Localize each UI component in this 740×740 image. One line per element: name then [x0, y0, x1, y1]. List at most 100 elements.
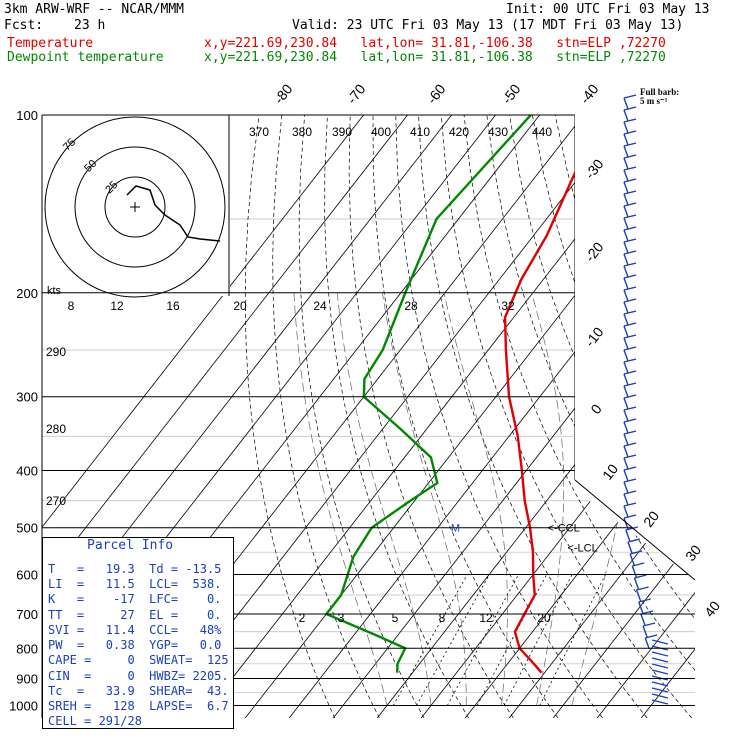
parcel-row: LI = 11.5 LCL= 538. [48, 577, 222, 591]
mixing-ratio-label: 3 [338, 611, 345, 625]
speed-axis-label: 12 [110, 299, 124, 313]
theta-label: 400 [371, 125, 391, 139]
isotherm-line [464, 115, 695, 718]
dry-adiabat-label: 270 [46, 494, 66, 508]
isotherm-label: 30 [682, 542, 704, 564]
dry-adiabat [645, 115, 695, 718]
wind-barb [623, 349, 629, 362]
hodograph-trace [126, 185, 221, 242]
dewpoint-trace [324, 115, 532, 673]
dry-adiabat [715, 115, 740, 718]
wind-barb [623, 337, 629, 350]
parcel-row: TT = 27 EL = 0. [48, 608, 222, 622]
isotherm-label: -60 [424, 81, 449, 107]
wind-barb [651, 687, 669, 693]
isobar-label: 100 [16, 108, 38, 123]
wind-barb [623, 310, 637, 315]
parcel-row: SREH = 128 LAPSE= 6.7 [48, 699, 229, 713]
wind-barb [623, 322, 637, 327]
mixing-ratio-line [539, 574, 606, 706]
isotherm-line [244, 115, 695, 718]
isotherm-line [332, 115, 695, 718]
parcel-row: CELL = 291/28 [48, 714, 142, 728]
wind-barb [623, 286, 637, 291]
mixing-ratio-line [476, 574, 548, 706]
moist-adiabat [443, 292, 508, 706]
wind-barb [623, 478, 637, 483]
parcel-marker-label: <-CCL [548, 523, 580, 535]
isotherm-label: -20 [582, 239, 607, 265]
hodograph-background [42, 115, 230, 296]
wind-barb [623, 142, 637, 147]
isobar-label: 700 [16, 607, 38, 622]
wind-barb [623, 157, 629, 170]
wind-barb-legend: Full barb: [640, 87, 679, 97]
wind-barb [651, 639, 669, 645]
dry-adiabat [418, 115, 648, 718]
speed-axis-label: 8 [68, 299, 75, 313]
dry-adiabat [554, 115, 695, 718]
mixing-ratio-label: 8 [439, 611, 446, 625]
isobar-label: 400 [16, 464, 38, 479]
isobar-label: 600 [16, 567, 38, 582]
isotherm-label: -30 [582, 156, 607, 182]
dry-adiabat [244, 115, 336, 718]
wind-barb [623, 145, 629, 158]
speed-axis-label: 28 [404, 299, 418, 313]
wind-barb [623, 181, 629, 194]
theta-label: 380 [292, 125, 312, 139]
dry-adiabat [623, 115, 695, 718]
wind-barb-legend: 5 m s⁻¹ [640, 96, 668, 106]
wind-barb [623, 133, 629, 146]
isotherm-line [508, 115, 695, 718]
wind-barb [627, 541, 633, 554]
dry-adiabat [532, 115, 695, 718]
parcel-row: T = 19.3 Td = -13.5 [48, 562, 222, 576]
wind-barb [625, 526, 638, 531]
wind-barb [651, 699, 669, 705]
wind-barb [623, 190, 637, 195]
wind-barb [623, 505, 629, 518]
wind-barb [623, 166, 637, 171]
parcel-row: CAPE = 0 SWEAT= 125 [48, 653, 229, 667]
wind-barb [623, 346, 637, 351]
wind-barb [623, 445, 629, 458]
wind-barb [629, 550, 643, 555]
mixing-ratio-line [416, 574, 490, 706]
wind-barb [631, 565, 637, 578]
wind-barb [623, 490, 637, 495]
wind-barb [623, 118, 637, 123]
wind-barb [627, 538, 641, 543]
isotherm-label: 20 [640, 508, 662, 530]
isobar-label: 800 [16, 641, 38, 656]
isobar-label: 900 [16, 671, 38, 686]
isotherm-label: 40 [701, 598, 723, 620]
wind-barb [623, 409, 629, 422]
theta-label: 390 [332, 125, 352, 139]
wind-barb [623, 517, 629, 530]
valid-time: Valid: 23 UTC Fri 03 May 13 (17 MDT Fri … [292, 18, 684, 33]
dry-adiabat [577, 115, 695, 718]
wind-barb [623, 313, 629, 326]
isotherm-label: 10 [599, 461, 621, 483]
wind-barb [623, 205, 629, 218]
wind-barb [623, 229, 629, 242]
isotherm-line [640, 115, 695, 718]
parcel-row: Tc = 33.9 SHEAR= 43. [48, 684, 229, 698]
wind-barb [623, 214, 637, 219]
dry-adiabat [440, 115, 693, 718]
wind-barb [623, 406, 637, 411]
isotherm-label: -70 [344, 81, 369, 107]
isotherm-label: -40 [577, 81, 602, 107]
wind-barb [623, 250, 637, 255]
isotherm-line [596, 115, 695, 718]
wind-barb [638, 601, 644, 614]
wind-barb [623, 418, 637, 423]
wind-barb [623, 289, 629, 302]
wind-barb [623, 457, 629, 470]
dry-adiabat-label: 290 [46, 345, 66, 359]
mixing-ratio-label: 2 [299, 611, 306, 625]
dry-adiabat [395, 115, 603, 718]
isotherm-line [376, 115, 695, 718]
wind-barb [634, 574, 647, 579]
